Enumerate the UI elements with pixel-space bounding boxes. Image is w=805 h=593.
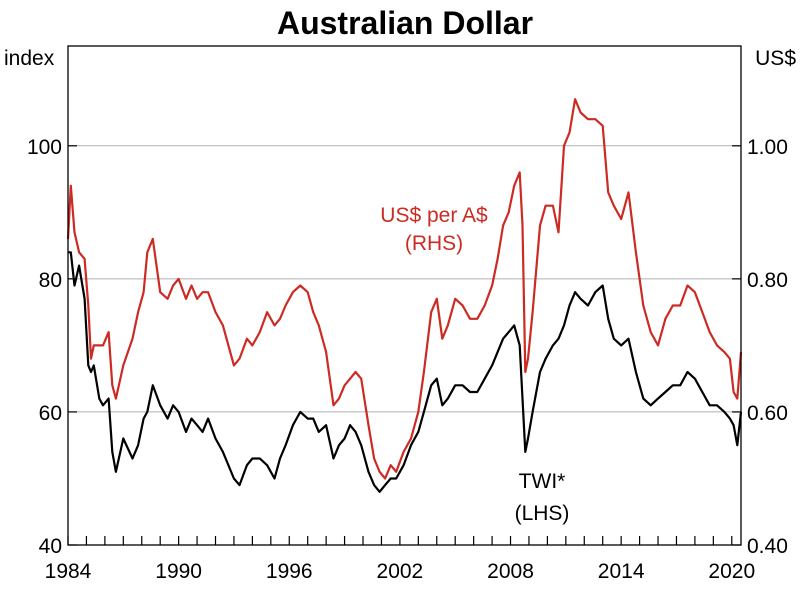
right-tick-label-1.00: 1.00 — [747, 136, 788, 159]
right-tick-label-0.80: 0.80 — [747, 269, 788, 292]
series-lines — [66, 98, 743, 493]
x-tick-label-2014: 2014 — [598, 560, 645, 583]
series-annotations: US$ per A$ (RHS) TWI* (LHS) — [380, 204, 569, 525]
series-line-usd — [66, 98, 743, 480]
axis-ticks — [67, 145, 741, 546]
series-line-twi — [68, 251, 743, 493]
left-axis-unit: index — [4, 47, 55, 70]
right-tick-label-0.40: 0.40 — [747, 535, 788, 558]
x-tick-label-1996: 1996 — [266, 560, 313, 583]
left-tick-label-100: 100 — [27, 136, 62, 159]
tick-labels: 1984 1990 1996 2002 2008 2014 2020 40 60 80 100 0.4… — [27, 136, 788, 583]
plot-frame — [67, 45, 742, 546]
left-tick-label-60: 60 — [39, 402, 62, 425]
left-tick-label-80: 80 — [39, 269, 62, 292]
left-tick-label-40: 40 — [39, 535, 62, 558]
x-tick-label-2002: 2002 — [377, 560, 424, 583]
usd-annotation-line2: (RHS) — [405, 232, 463, 255]
twi-annotation-line1: TWI* — [519, 470, 566, 493]
x-tick-label-1990: 1990 — [155, 560, 202, 583]
gridlines — [68, 145, 741, 413]
chart-title: Australian Dollar — [277, 5, 533, 41]
usd-annotation-line1: US$ per A$ — [380, 204, 488, 227]
x-tick-label-2020: 2020 — [708, 560, 755, 583]
x-tick-label-2008: 2008 — [487, 560, 534, 583]
right-axis-unit: US$ — [755, 47, 796, 70]
x-tick-label-1984: 1984 — [45, 560, 92, 583]
twi-annotation-line2: (LHS) — [515, 502, 570, 525]
right-tick-label-0.60: 0.60 — [747, 402, 788, 425]
